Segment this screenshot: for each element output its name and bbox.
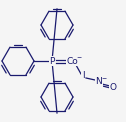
Text: P: P [49, 56, 55, 66]
Text: −: − [101, 76, 107, 81]
Text: N: N [96, 77, 102, 86]
Text: Co: Co [66, 56, 78, 66]
Text: O: O [109, 83, 117, 92]
Text: I: I [82, 71, 84, 81]
Text: −: − [76, 55, 82, 60]
